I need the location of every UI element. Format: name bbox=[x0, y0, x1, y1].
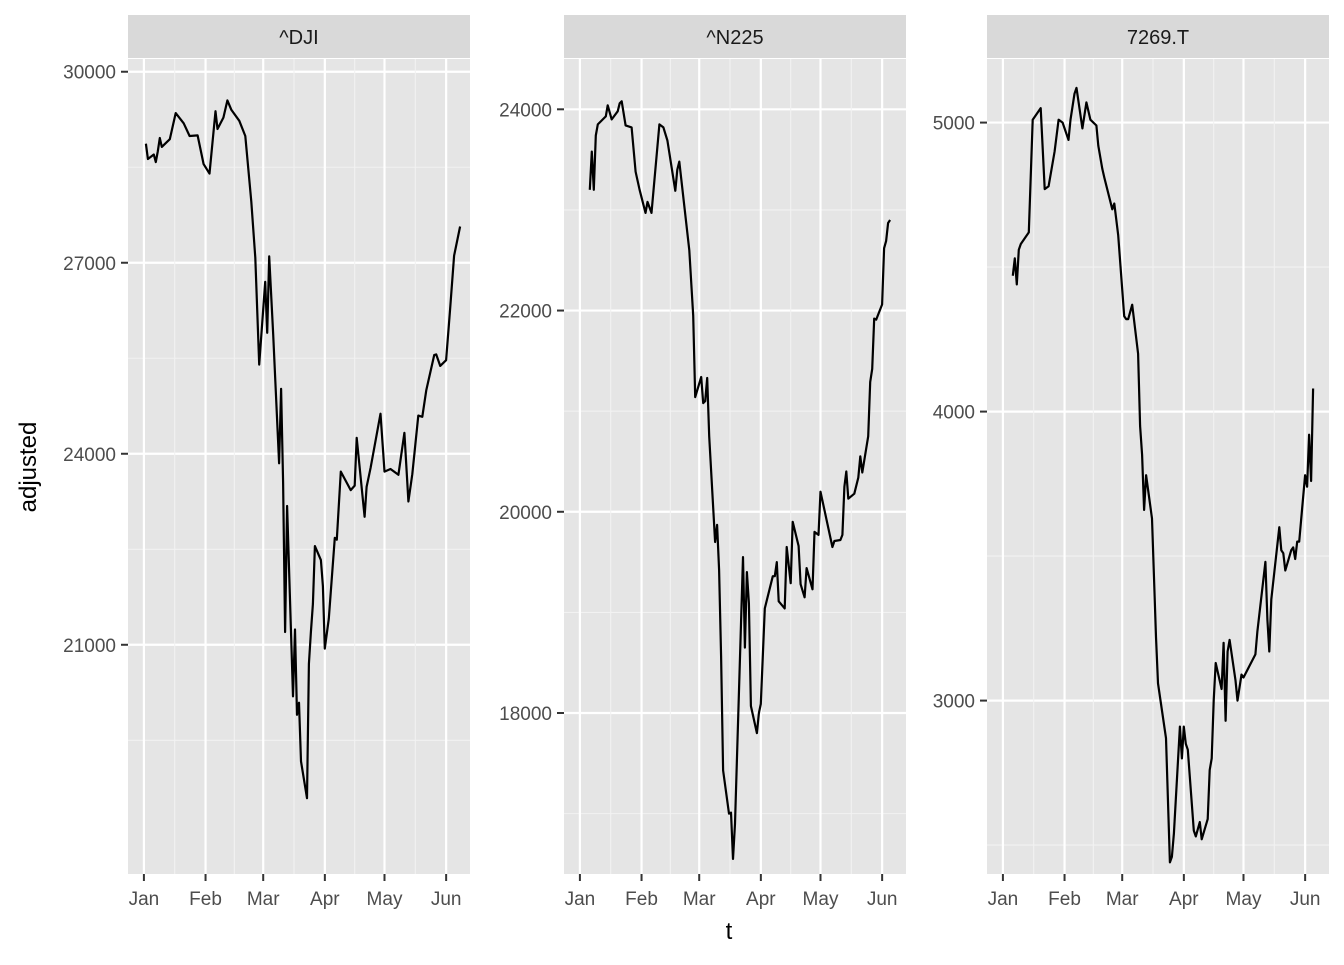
series-line bbox=[144, 99, 462, 800]
x-tick-label: Feb bbox=[1048, 889, 1081, 910]
x-tick-label: May bbox=[1226, 889, 1262, 910]
x-tick-label: Apr bbox=[310, 889, 340, 910]
x-tick-label: Jun bbox=[867, 889, 898, 910]
series-line bbox=[1011, 86, 1315, 864]
y-tick-label: 20000 bbox=[499, 503, 552, 524]
y-tick-label: 24000 bbox=[499, 100, 552, 121]
facet-strip-label: ^DJI bbox=[279, 27, 318, 49]
y-tick-label: 3000 bbox=[933, 692, 975, 713]
y-tick-label: 24000 bbox=[63, 445, 116, 466]
y-tick-label: 4000 bbox=[933, 403, 975, 424]
x-tick-label: Mar bbox=[683, 889, 716, 910]
x-tick-label: Mar bbox=[1106, 889, 1139, 910]
facet-strip bbox=[564, 15, 906, 58]
x-tick-label: Mar bbox=[247, 889, 280, 910]
facet-strip-label: 7269.T bbox=[1127, 27, 1189, 49]
x-tick-label: Jun bbox=[1290, 889, 1321, 910]
x-tick-label: Jan bbox=[129, 889, 160, 910]
series-line bbox=[588, 100, 892, 861]
x-tick-label: Apr bbox=[1169, 889, 1199, 910]
y-tick-label: 22000 bbox=[499, 302, 552, 323]
facet-strip-label: ^N225 bbox=[706, 27, 763, 49]
panel-1: ^DJI 21000 24000 27000 30000 Jan Feb Mar Apr May J… bbox=[63, 15, 470, 910]
panel-3: 7269.T 3000 4000 5000 Jan Feb Mar Apr May Jun bbox=[933, 15, 1329, 910]
x-axis-title: t bbox=[726, 918, 733, 945]
y-tick-label: 5000 bbox=[933, 114, 975, 135]
facet-strip bbox=[128, 15, 470, 58]
panel-background bbox=[128, 59, 470, 874]
y-tick-label: 30000 bbox=[63, 63, 116, 84]
y-axis-title: adjusted bbox=[15, 422, 42, 513]
y-tick-label: 27000 bbox=[63, 254, 116, 275]
panels-layer: ^DJI 21000 24000 27000 30000 Jan Feb Mar Apr May J… bbox=[63, 15, 1329, 910]
panel-background bbox=[564, 59, 906, 874]
panel-background bbox=[987, 59, 1329, 874]
x-tick-label: Feb bbox=[625, 889, 658, 910]
facet-strip bbox=[987, 15, 1329, 58]
x-tick-label: Jun bbox=[431, 889, 462, 910]
x-tick-label: May bbox=[367, 889, 403, 910]
x-tick-label: Apr bbox=[746, 889, 776, 910]
x-tick-label: Jan bbox=[565, 889, 596, 910]
panel-2: ^N225 18000 20000 22000 24000 Jan Feb Mar Apr May… bbox=[499, 15, 906, 910]
y-tick-label: 18000 bbox=[499, 704, 552, 725]
x-tick-label: May bbox=[803, 889, 839, 910]
x-tick-label: Jan bbox=[988, 889, 1019, 910]
y-tick-label: 21000 bbox=[63, 636, 116, 657]
x-tick-label: Feb bbox=[189, 889, 222, 910]
